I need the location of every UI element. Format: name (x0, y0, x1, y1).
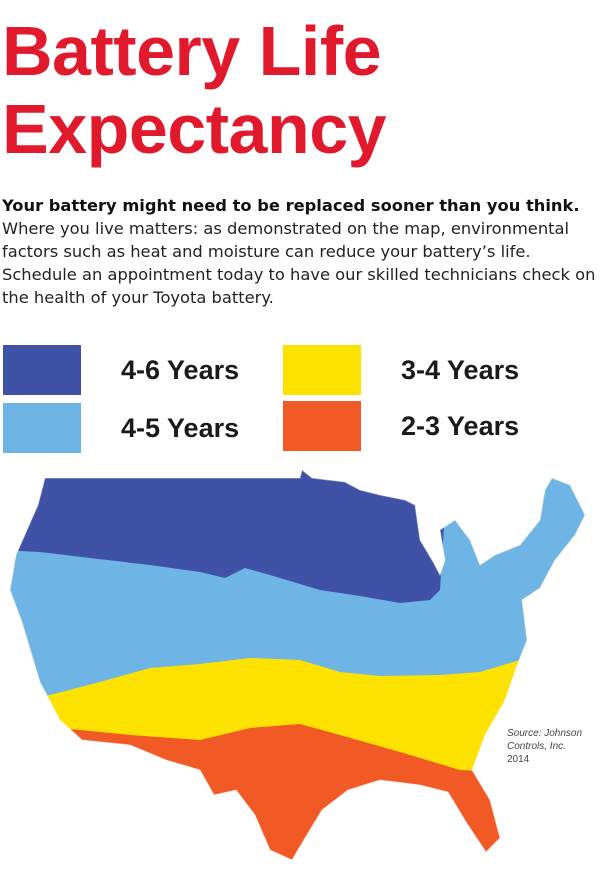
legend-swatch (283, 345, 361, 395)
intro-body: Where you live matters: as demonstrated … (2, 219, 596, 307)
intro-text: Your battery might need to be replaced s… (2, 194, 598, 309)
us-battery-map (9, 470, 586, 861)
legend-item-3-4-years: 3-4 Years (283, 345, 519, 395)
legend-item-4-5-years: 4-5 Years (3, 403, 239, 453)
legend-swatch (283, 401, 361, 451)
intro-lead: Your battery might need to be replaced s… (2, 196, 580, 215)
legend-swatch (3, 345, 81, 395)
page-title: Battery Life Expectancy (2, 12, 387, 168)
legend-item-4-6-years: 4-6 Years (3, 345, 239, 395)
legend-swatch (3, 403, 81, 453)
source-credit: Source: Johnson Controls, Inc. 2014 (507, 728, 583, 765)
us-outline (9, 470, 586, 861)
legend-item-2-3-years: 2-3 Years (283, 401, 519, 451)
